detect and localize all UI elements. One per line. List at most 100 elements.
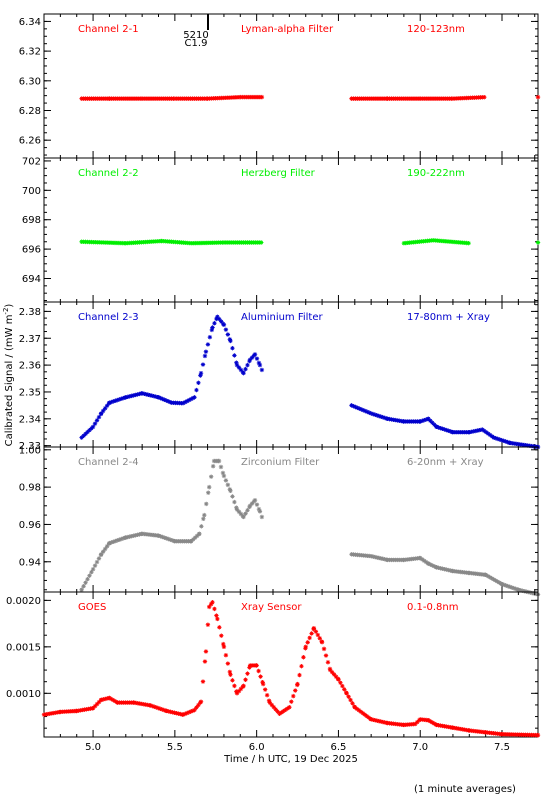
data-point	[256, 668, 261, 674]
data-point	[157, 706, 163, 711]
data-point	[254, 356, 260, 361]
data-point	[96, 699, 102, 705]
data-point	[487, 574, 492, 580]
data-point	[260, 681, 266, 687]
data-point	[346, 694, 351, 699]
data-point	[482, 428, 487, 434]
data-point	[366, 715, 371, 720]
data-point	[488, 432, 493, 438]
data-point	[366, 410, 372, 415]
data-point	[164, 536, 169, 541]
data-point	[182, 400, 188, 405]
series-markers	[79, 458, 541, 597]
data-point	[155, 705, 161, 711]
data-point	[254, 502, 260, 507]
data-point	[352, 705, 357, 710]
data-point	[111, 399, 116, 404]
data-point	[252, 497, 258, 503]
data-point	[370, 411, 376, 417]
data-point	[355, 405, 360, 410]
data-point	[281, 708, 286, 714]
data-point	[230, 678, 235, 683]
panel-frame	[43, 591, 539, 738]
data-point	[189, 539, 194, 544]
data-point	[209, 327, 215, 333]
data-point	[133, 392, 138, 398]
series-markers	[79, 238, 541, 246]
data-point	[287, 705, 292, 710]
data-point	[444, 427, 449, 433]
data-point	[208, 474, 214, 479]
data-point	[99, 552, 104, 557]
data-point	[217, 625, 222, 630]
data-point	[415, 719, 420, 725]
data-point	[311, 626, 317, 631]
data-point	[365, 409, 370, 415]
data-point	[96, 556, 102, 561]
data-point	[262, 687, 268, 692]
data-point	[123, 395, 128, 400]
data-point	[259, 94, 265, 100]
data-point	[154, 705, 159, 710]
data-point	[297, 672, 302, 678]
y-tick-label: 698	[22, 215, 41, 226]
data-point	[254, 663, 259, 668]
data-point	[223, 653, 229, 658]
data-point	[204, 501, 209, 507]
y-tick-label: 700	[22, 186, 41, 197]
data-point	[101, 408, 106, 414]
data-point	[289, 699, 294, 704]
data-point	[499, 437, 504, 443]
data-point	[531, 591, 537, 596]
data-point	[503, 439, 508, 444]
data-point	[495, 436, 500, 442]
data-point	[198, 370, 204, 376]
data-point	[257, 362, 263, 368]
data-point	[495, 579, 500, 584]
panel-channel-label: Channel 2-1	[78, 24, 139, 35]
data-point	[434, 424, 439, 430]
data-point	[428, 719, 433, 724]
data-point	[258, 674, 263, 679]
data-point	[170, 538, 175, 543]
y-tick-label: 6.28	[19, 106, 41, 117]
data-point	[303, 644, 308, 650]
data-point	[215, 314, 220, 319]
y-tick-label: 2.34	[19, 414, 41, 425]
data-point	[323, 653, 329, 658]
data-point	[203, 649, 209, 654]
data-point	[92, 421, 98, 426]
data-point	[482, 94, 487, 100]
data-point	[507, 584, 513, 590]
panel-4: 0.94 0.96 0.98 1.00 Channel 2-4 Zirconium Fil…	[19, 445, 541, 597]
data-point	[197, 531, 202, 536]
data-point	[230, 494, 235, 499]
data-point	[125, 394, 130, 400]
data-point	[94, 701, 100, 707]
data-point	[319, 639, 325, 645]
panel-band-label: 17-80nm + Xray	[407, 312, 490, 323]
y-tick-label: 6.32	[19, 47, 41, 58]
data-point	[428, 418, 433, 423]
y-tick-label: 1.00	[19, 445, 41, 456]
data-point	[522, 588, 527, 594]
data-point	[113, 538, 118, 544]
data-point	[119, 536, 124, 542]
data-point	[102, 546, 108, 552]
data-point	[518, 588, 523, 593]
data-point	[336, 677, 341, 682]
data-point	[243, 677, 248, 682]
x-axis-title: Time / h UTC, 19 Dec 2025	[223, 754, 358, 765]
x-tick-label: 7.5	[494, 742, 510, 753]
data-point	[260, 679, 265, 685]
data-point	[161, 707, 167, 713]
panel-5: 0.0010 0.0015 0.0020 GOES Xray Sensor 0.1-0.8…	[6, 591, 541, 738]
data-point	[225, 661, 231, 666]
data-point	[413, 721, 418, 727]
data-point	[160, 534, 165, 540]
series-markers	[41, 600, 541, 738]
data-point	[378, 414, 384, 419]
data-point	[221, 644, 227, 650]
data-point	[129, 393, 134, 399]
data-point	[368, 411, 374, 416]
